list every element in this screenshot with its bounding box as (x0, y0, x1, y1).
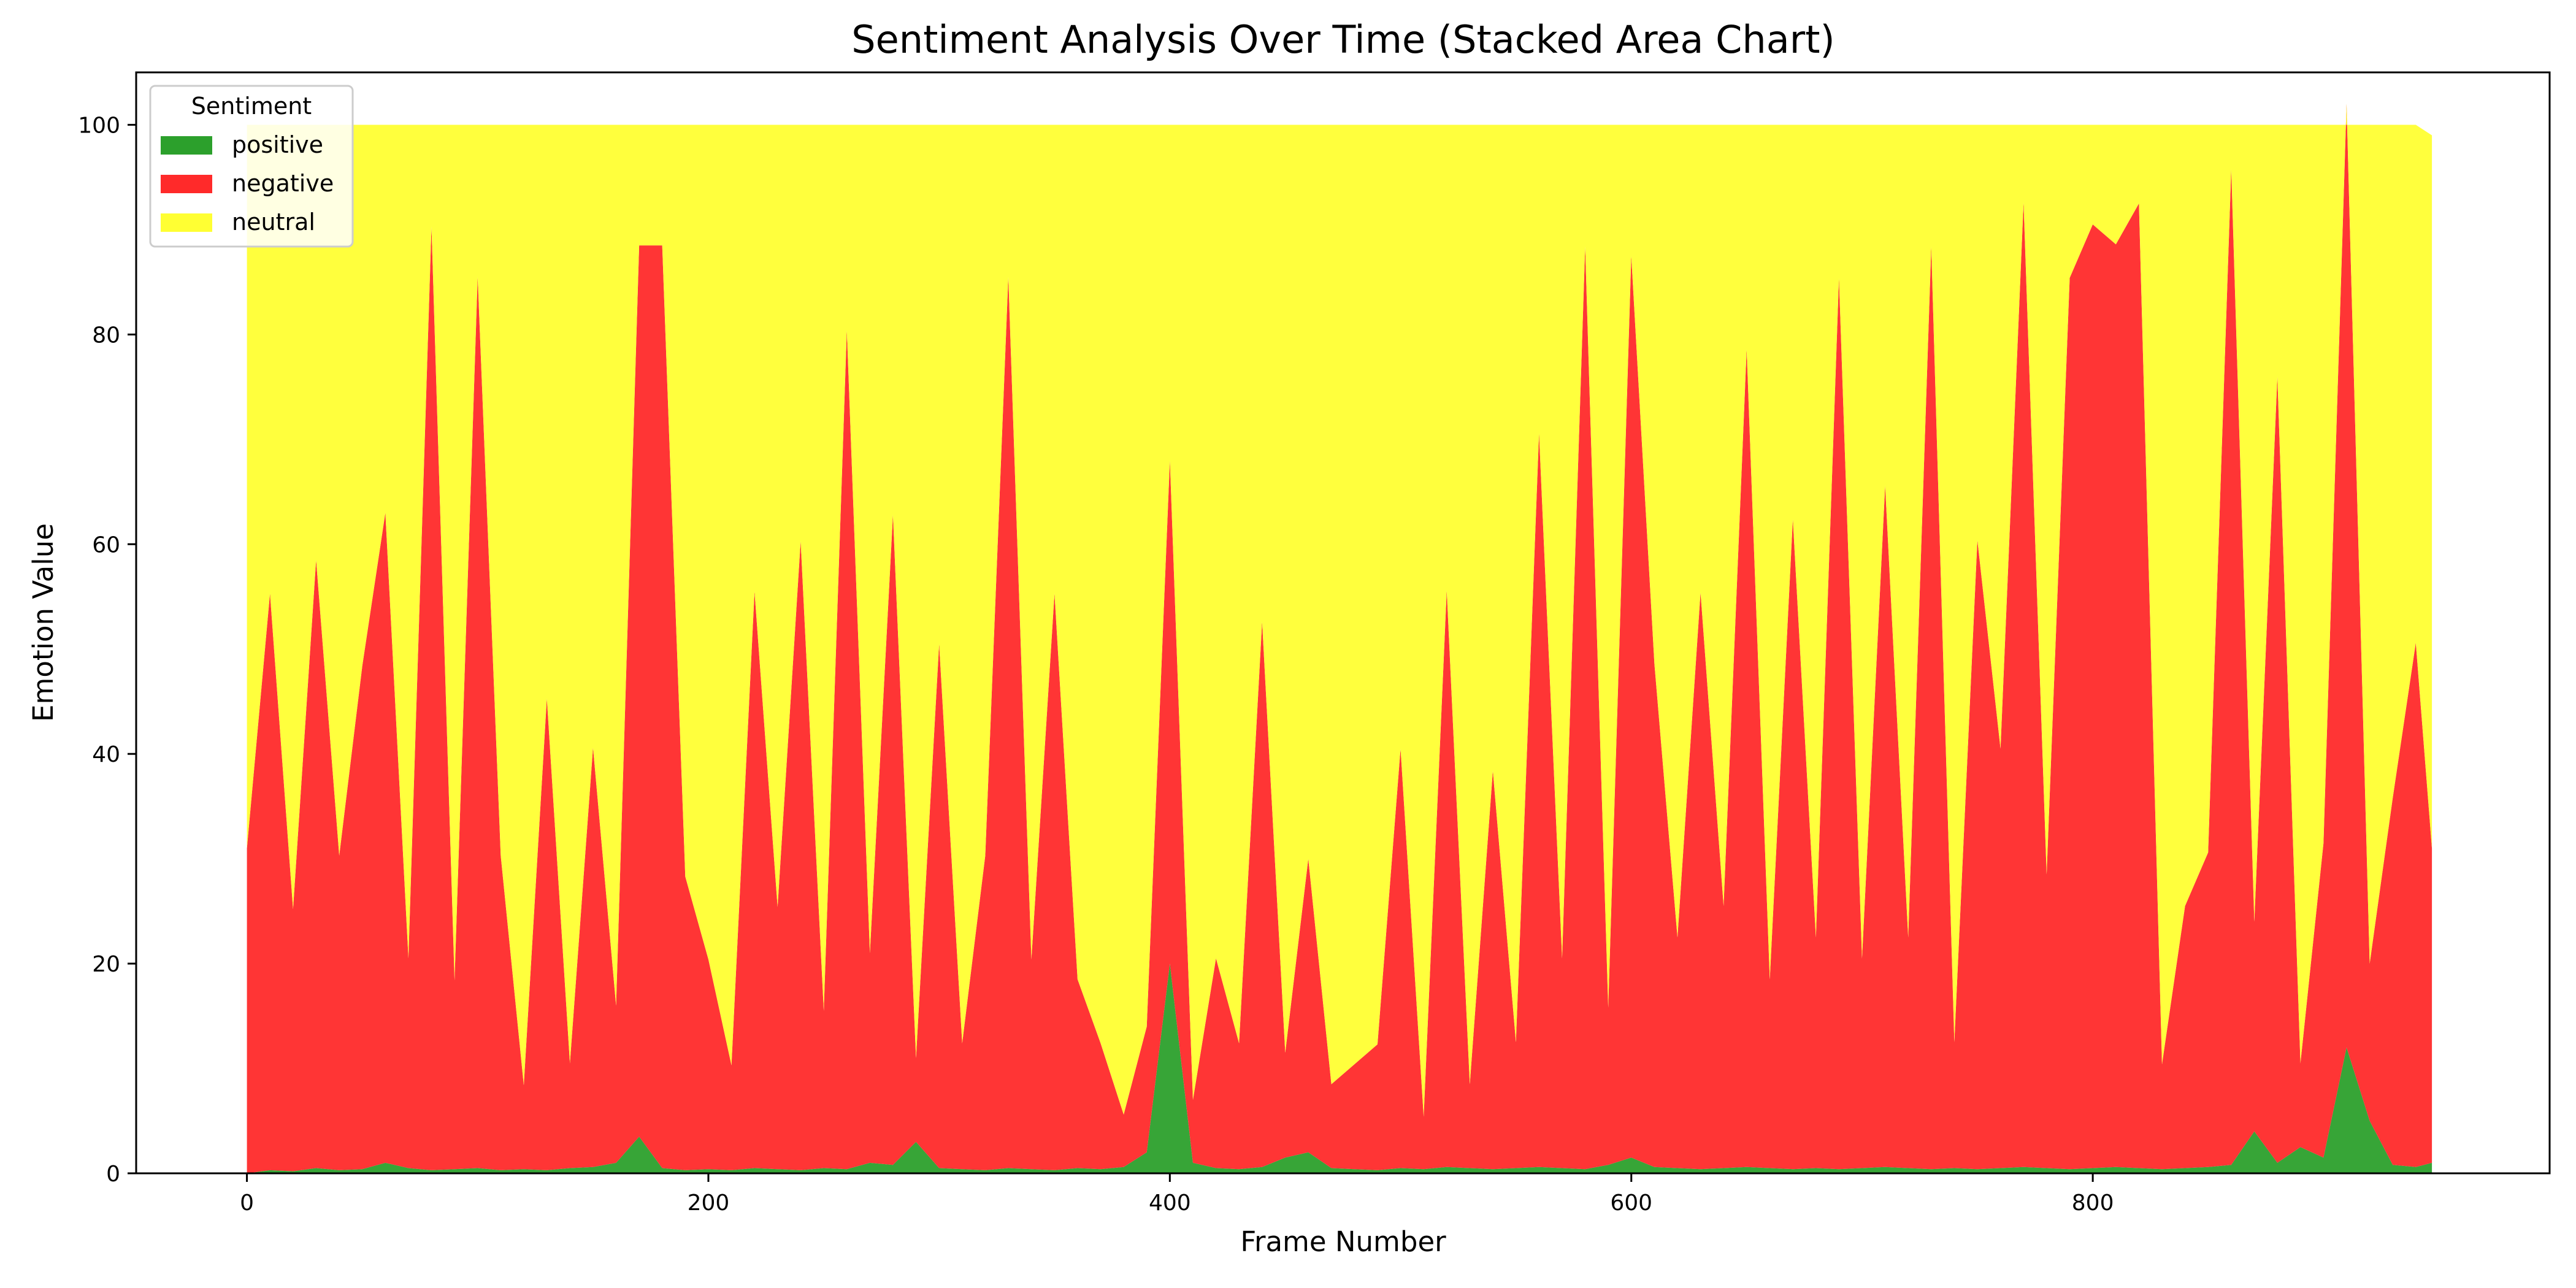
area-negative (247, 104, 2432, 1173)
x-axis-ticks: 0 200 400 600 800 (240, 1173, 2114, 1216)
legend-swatch-negative (161, 175, 212, 193)
y-tick-label: 0 (106, 1162, 120, 1187)
area-neutral (247, 104, 2432, 1117)
y-axis-ticks: 0 20 40 60 80 100 (78, 113, 136, 1187)
y-tick-label: 20 (92, 952, 120, 977)
legend-swatch-positive (161, 136, 212, 155)
legend-label-neutral: neutral (232, 209, 315, 236)
x-axis-label: Frame Number (1240, 1225, 1446, 1258)
legend-title: Sentiment (191, 93, 312, 120)
legend-box (149, 85, 354, 248)
legend-items: positive negative neutral (161, 131, 334, 236)
x-tick-label: 0 (240, 1190, 254, 1216)
area-series-group (247, 104, 2432, 1173)
legend-swatch-neutral (161, 213, 212, 232)
x-tick-label: 200 (688, 1190, 730, 1216)
y-tick-label: 60 (92, 532, 120, 558)
legend-label-positive: positive (232, 131, 323, 158)
y-tick-label: 40 (92, 742, 120, 767)
y-tick-label: 80 (92, 323, 120, 348)
x-tick-label: 600 (1610, 1190, 1652, 1216)
y-axis-label: Emotion Value (27, 523, 59, 722)
legend-label-negative: negative (232, 170, 334, 197)
chart-title: Sentiment Analysis Over Time (Stacked Ar… (851, 17, 1834, 62)
y-tick-label: 100 (78, 113, 120, 138)
x-tick-label: 400 (1149, 1190, 1191, 1216)
legend: Sentiment positive negative neutral (149, 85, 354, 248)
x-tick-label: 800 (2072, 1190, 2114, 1216)
plot-frame (135, 71, 2551, 1175)
